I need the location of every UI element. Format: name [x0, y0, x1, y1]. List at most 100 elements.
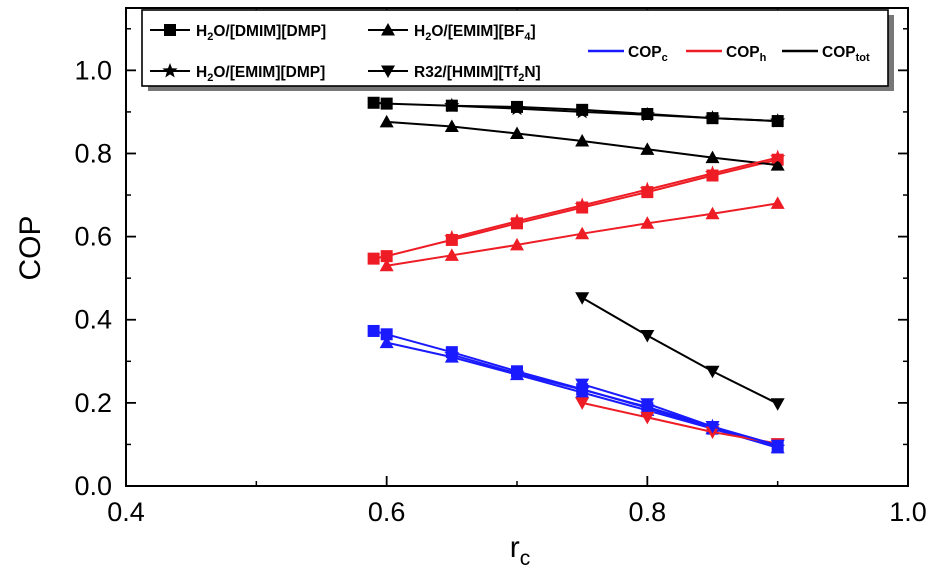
data-point: [640, 216, 655, 229]
legend-label-subscript: 2: [425, 31, 431, 43]
series-h-o-emim-dmp-copc: [444, 346, 786, 454]
legend-label-text: H: [414, 23, 425, 40]
data-point: [444, 346, 460, 362]
legend-label-subscript: 2: [207, 72, 213, 84]
data-point: [574, 197, 590, 212]
data-point: [705, 206, 720, 220]
x-tick-label: 0.6: [368, 497, 406, 527]
data-point: [379, 335, 394, 349]
legend-item-pair-0: H2O/[DMIM][DMP]: [150, 23, 326, 43]
data-point: [379, 114, 394, 128]
legend-label: COPtot: [822, 44, 870, 64]
data-point: [640, 142, 655, 155]
series-h-o-emim-bf-coph: [379, 196, 785, 272]
legend-label-subscript: c: [662, 52, 668, 64]
legend-box: [141, 9, 889, 87]
data-point: [380, 97, 393, 110]
series-h-o-emim-dmp-coph: [444, 149, 786, 245]
legend-item-coptot: COPtot: [782, 44, 870, 64]
data-point: [380, 250, 393, 263]
data-point: [510, 126, 524, 140]
y-tick-label: 0.4: [74, 305, 112, 335]
x-tick-label: 0.4: [107, 497, 145, 527]
series-r32-hmim-tf-n-coph: [575, 397, 785, 451]
data-point: [705, 150, 720, 164]
legend-label: H2O/[EMIM][DMP]: [196, 64, 325, 84]
series-r32-hmim-tf-n-copc: [575, 378, 785, 453]
legend-label-text: COP: [726, 44, 760, 61]
legend: H2O/[DMIM][DMP] H2O/[EMIM][BF4]H2O/[EMIM]…: [141, 9, 894, 91]
y-tick-label: 0.6: [74, 222, 112, 252]
data-point: [705, 421, 720, 434]
data-point: [704, 110, 721, 125]
legend-label-text: ]: [530, 23, 535, 40]
data-point: [509, 100, 525, 116]
legend-label-text: O/[EMIM][DMP]: [213, 64, 325, 81]
y-tick-label: 0.2: [74, 388, 112, 418]
x-tick-label: 0.8: [629, 497, 667, 527]
legend-label-text: COP: [628, 44, 662, 61]
legend-label-text: R32/[HMIM][Tf: [414, 64, 519, 81]
data-point: [444, 97, 460, 113]
legend-label: R32/[HMIM][Tf2N]: [414, 64, 541, 84]
series-line: [581, 401, 778, 445]
y-axis-title: COP: [14, 215, 47, 280]
legend-item-pair-1: H2O/[EMIM][BF4]: [368, 23, 536, 43]
data-point: [575, 226, 590, 240]
legend-items: H2O/[DMIM][DMP] H2O/[EMIM][BF4]H2O/[EMIM]…: [150, 23, 870, 84]
data-point: [770, 398, 785, 411]
y-tick-label: 0.0: [74, 471, 112, 501]
data-point: [639, 181, 655, 197]
legend-item-copc: COPc: [588, 44, 668, 64]
legend-label-text: H: [196, 23, 207, 40]
y-tick-label: 0.8: [74, 138, 112, 168]
legend-label-subscript: 2: [518, 72, 524, 84]
series-line: [581, 296, 779, 405]
legend-label-text: N]: [524, 64, 540, 81]
series-line: [451, 104, 778, 123]
x-axis-title-main: r: [510, 531, 520, 564]
x-tick-label: 1.0: [889, 497, 927, 527]
legend-marker-square-icon: [164, 24, 176, 36]
data-point: [639, 106, 655, 122]
series-line: [451, 156, 778, 239]
data-point: [640, 330, 655, 343]
series-line: [373, 158, 778, 260]
data-point: [574, 103, 590, 119]
data-point: [770, 158, 785, 171]
data-point: [575, 397, 590, 410]
x-axis-title: rc: [510, 531, 531, 570]
legend-label-text: O/[DMIM][DMP]: [213, 23, 326, 40]
legend-marker-star-icon: [162, 63, 178, 78]
data-point: [575, 134, 590, 147]
x-axis-title-subscript: c: [520, 547, 531, 570]
series-layer: [367, 96, 786, 454]
legend-label: H2O/[EMIM][BF4]: [414, 23, 536, 43]
data-point: [640, 398, 655, 411]
y-axis-ticks: 0.0 0.2 0.4 0.6 0.8 1.0: [74, 28, 908, 501]
data-point: [444, 119, 459, 132]
legend-label-text: O/[EMIM][BF: [431, 23, 524, 40]
data-point: [379, 258, 394, 272]
data-point: [444, 248, 459, 261]
data-point: [704, 165, 721, 180]
data-point: [509, 365, 525, 380]
legend-label: COPc: [628, 44, 668, 64]
legend-label-text: H: [196, 64, 207, 81]
data-point: [705, 365, 720, 379]
legend-label-subscript: 4: [524, 31, 531, 43]
data-point: [367, 252, 380, 265]
data-point: [575, 292, 590, 305]
series-h-o-emim-bf-copc: [379, 335, 785, 454]
data-point: [380, 328, 393, 341]
legend-label-subscript: h: [760, 52, 767, 64]
series-h-o-emim-bf-coptot: [379, 114, 785, 171]
legend-label: H2O/[DMIM][DMP]: [196, 23, 326, 43]
legend-item-coph: COPh: [686, 44, 767, 64]
data-point: [575, 378, 590, 392]
data-point: [509, 213, 525, 228]
series-line: [581, 383, 778, 447]
series-r32-hmim-tf-n-coptot: [575, 292, 785, 411]
legend-marker-triangle-down-icon: [381, 65, 395, 78]
